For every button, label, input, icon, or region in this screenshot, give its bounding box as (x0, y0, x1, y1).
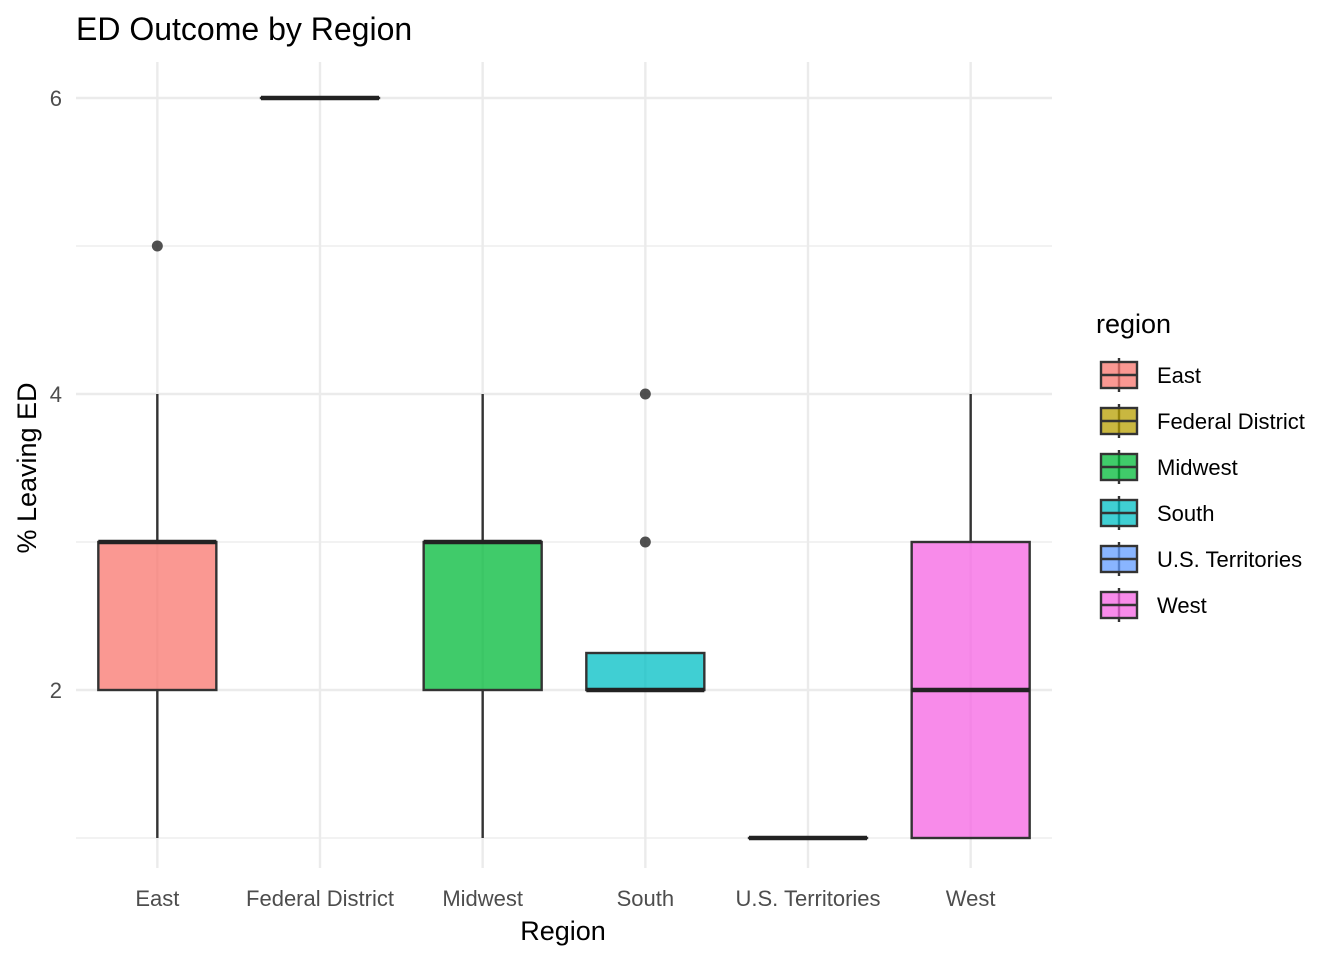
y-tick-label: 6 (50, 86, 62, 111)
box-midwest (422, 394, 543, 838)
x-tick-label: East (135, 886, 179, 911)
x-tick-label: Federal District (246, 886, 394, 911)
legend-item: West (1099, 588, 1207, 622)
legend-title: region (1096, 309, 1171, 339)
x-axis-ticks: East Federal District Midwest South U.S. Ter… (135, 886, 995, 911)
box-west (910, 394, 1031, 840)
outlier-point (639, 536, 651, 548)
legend-label: Midwest (1157, 455, 1238, 480)
legend-item: South (1099, 496, 1215, 530)
legend-item: Federal District (1099, 404, 1305, 438)
legend-label: Federal District (1157, 409, 1305, 434)
y-tick-label: 2 (50, 678, 62, 703)
outlier-point (151, 240, 163, 252)
x-tick-label: South (617, 886, 675, 911)
legend-item: Midwest (1099, 450, 1238, 484)
legend-label: South (1157, 501, 1215, 526)
x-tick-label: Midwest (442, 886, 523, 911)
y-axis-ticks: 2 4 6 (50, 86, 62, 703)
box-south (585, 388, 706, 693)
x-tick-label: U.S. Territories (735, 886, 880, 911)
legend-item: East (1099, 358, 1201, 392)
legend-label: U.S. Territories (1157, 547, 1302, 572)
boxplots (97, 95, 1031, 841)
box-body (97, 540, 218, 692)
box-east (97, 240, 218, 838)
x-tick-label: West (946, 886, 996, 911)
box-body (422, 540, 543, 692)
legend-label: East (1157, 363, 1201, 388)
chart-title: ED Outcome by Region (76, 11, 412, 47)
legend-label: West (1157, 593, 1207, 618)
legend-item: U.S. Territories (1099, 542, 1302, 576)
legend: region East Federal District Midwest South U… (1096, 309, 1305, 622)
grid-lines (76, 62, 1052, 868)
y-tick-label: 4 (50, 382, 62, 407)
outlier-point (639, 388, 651, 400)
y-axis-title: % Leaving ED (12, 382, 42, 553)
box-body (585, 651, 706, 692)
x-axis-title: Region (520, 916, 606, 946)
